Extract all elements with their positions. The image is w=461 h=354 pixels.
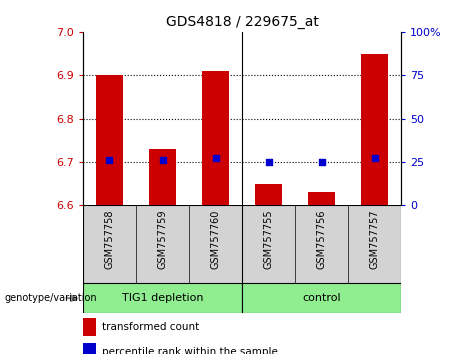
Bar [83,283,242,313]
Bar [308,192,335,205]
Text: GSM757760: GSM757760 [211,209,220,269]
Point [265,159,272,165]
Text: GSM757758: GSM757758 [105,209,114,269]
Text: GSM757756: GSM757756 [317,209,326,269]
Bar [149,149,176,205]
Text: GSM757757: GSM757757 [370,209,379,269]
Point [212,156,219,161]
Title: GDS4818 / 229675_at: GDS4818 / 229675_at [165,16,319,29]
Point [318,159,325,165]
Point [159,158,166,163]
Text: TIG1 depletion: TIG1 depletion [122,293,203,303]
Text: control: control [302,293,341,303]
Text: GSM757755: GSM757755 [264,209,273,269]
Bar [255,184,282,205]
Bar [242,283,401,313]
Text: percentile rank within the sample: percentile rank within the sample [102,347,278,354]
Point [371,156,378,161]
Point [106,158,113,163]
Bar [83,318,96,336]
Bar [96,75,123,205]
Text: genotype/variation: genotype/variation [5,293,97,303]
Bar [83,343,96,354]
Text: transformed count: transformed count [102,322,199,332]
Bar [361,53,388,205]
Text: GSM757759: GSM757759 [158,209,167,269]
Bar [202,71,229,205]
